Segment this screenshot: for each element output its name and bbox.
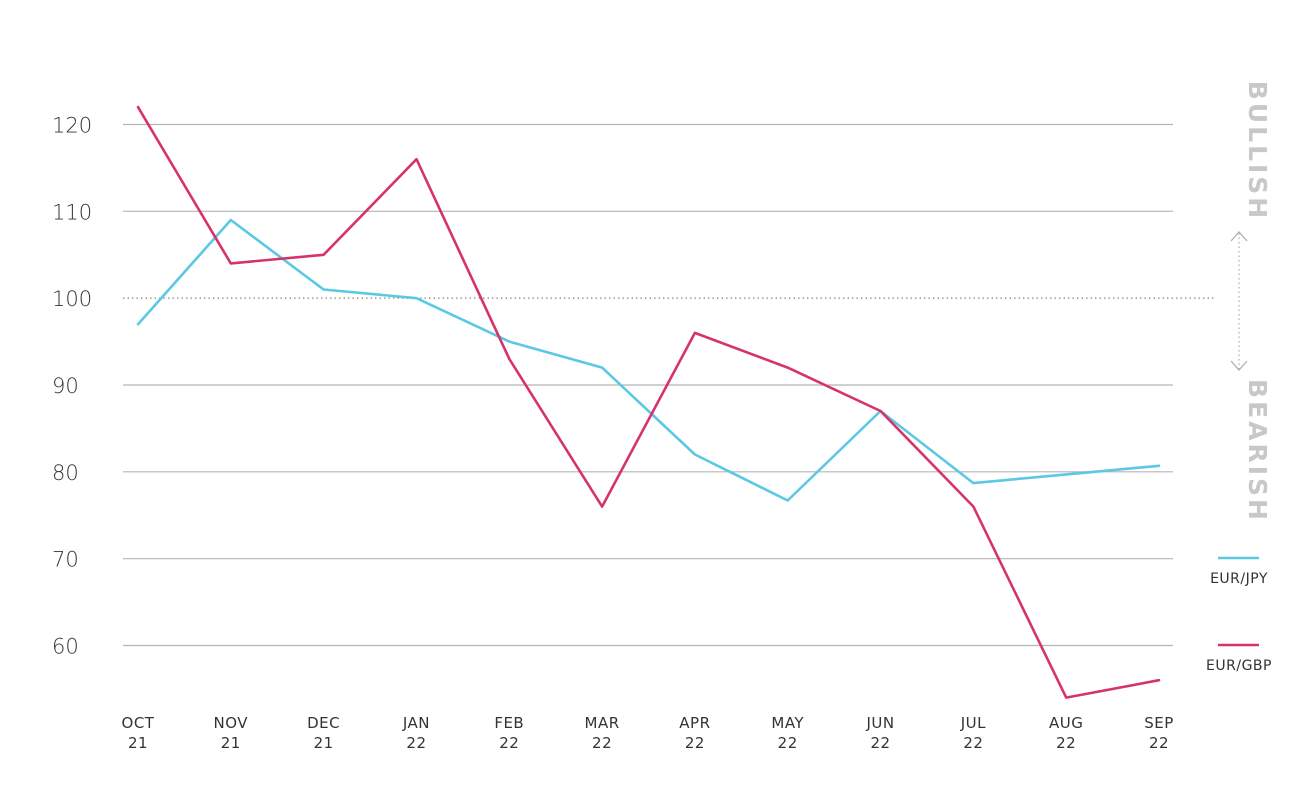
y-tick-label: 70 <box>52 548 79 572</box>
x-axis: OCT 21 NOV 21 DEC 21 JAN 22 FEB 22 MAR 22 APR 22 MAY 22… <box>122 714 1174 752</box>
bullish-label: BULLISH <box>1243 81 1272 221</box>
x-tick-label: MAY 22 <box>771 714 804 752</box>
y-tick-label: 80 <box>52 461 79 485</box>
x-tick-label: JAN 22 <box>402 714 430 752</box>
y-tick-label: 60 <box>52 635 79 659</box>
legend-label: EUR/GBP <box>1206 658 1272 674</box>
bearish-label: BEARISH <box>1243 379 1272 523</box>
y-tick-label: 90 <box>52 374 79 398</box>
x-tick-label: OCT 21 <box>122 714 155 752</box>
x-tick-label: APR 22 <box>679 714 710 752</box>
y-tick-label: 100 <box>52 287 92 311</box>
y-tick-label: 110 <box>52 200 92 224</box>
series-line-eur-jpy <box>136 218 1161 502</box>
legend-label: EUR/JPY <box>1210 571 1268 587</box>
x-tick-label: NOV 21 <box>214 714 249 752</box>
legend: EUR/JPY EUR/GBP <box>1206 556 1272 674</box>
series-lines <box>136 105 1161 699</box>
y-tick-label: 120 <box>52 114 92 138</box>
arrow-down-icon <box>1230 360 1248 371</box>
arrow-up-icon <box>1230 231 1248 242</box>
series-line-eur-gbp <box>136 105 1161 699</box>
x-tick-label: DEC 21 <box>307 714 340 752</box>
x-tick-label: JUN 22 <box>865 714 894 752</box>
x-tick-label: AUG 22 <box>1049 714 1083 752</box>
x-tick-label: JUL 22 <box>960 714 986 752</box>
sentiment-indicator: BULLISH BEARISH <box>1230 81 1272 523</box>
grid-lines <box>123 123 1215 647</box>
x-tick-label: SEP 22 <box>1144 714 1174 752</box>
x-tick-label: MAR 22 <box>585 714 620 752</box>
y-axis: 60 70 80 90 100 110 120 <box>52 114 92 659</box>
x-tick-label: FEB 22 <box>494 714 524 752</box>
